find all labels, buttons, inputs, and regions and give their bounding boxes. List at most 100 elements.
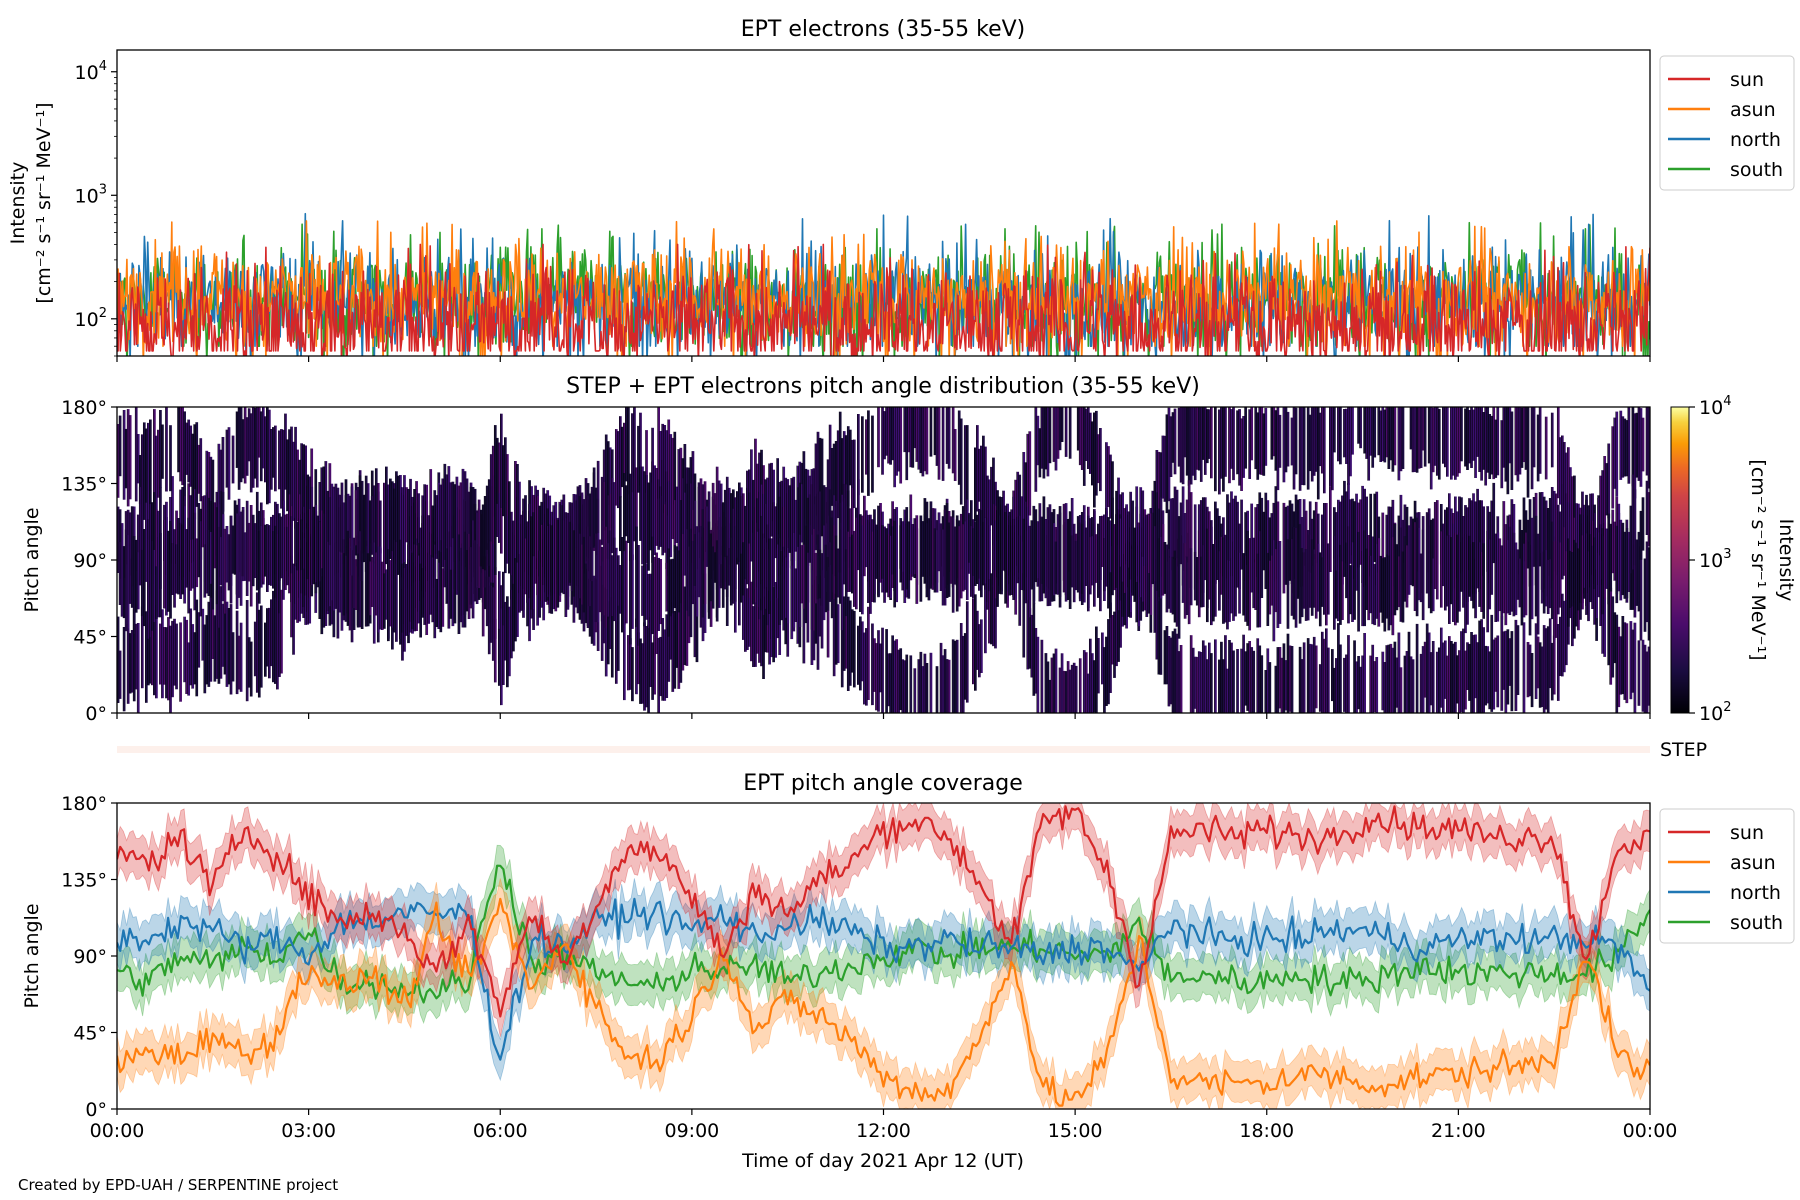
pad-column-asun bbox=[238, 635, 241, 690]
pad-column-south bbox=[439, 552, 443, 633]
pad-column-south bbox=[157, 536, 160, 618]
pad-column-north bbox=[625, 485, 628, 537]
pad-column-north bbox=[1266, 500, 1270, 564]
pad-column-asun bbox=[1502, 631, 1506, 690]
pad-column-sun bbox=[1058, 407, 1062, 451]
pad-column-south bbox=[1537, 533, 1540, 635]
pad-column-sun bbox=[877, 407, 880, 468]
pad-column-south bbox=[399, 539, 402, 640]
pad-column-sun bbox=[191, 433, 195, 498]
pad-column-asun bbox=[1034, 628, 1038, 694]
pad-column-sun bbox=[252, 407, 255, 488]
pad-column-north bbox=[1373, 493, 1377, 563]
pad-column-sun bbox=[282, 429, 285, 514]
pad-column-south bbox=[284, 514, 287, 590]
pad-column-sun bbox=[1524, 407, 1528, 470]
pad-column-asun bbox=[145, 611, 148, 703]
pad-column-south bbox=[1157, 538, 1161, 597]
pad-column-sun bbox=[1492, 407, 1496, 480]
pad-column-south bbox=[901, 521, 905, 572]
pad-column-sun bbox=[1508, 407, 1512, 464]
pad-column-south bbox=[1099, 516, 1102, 612]
pad-column-sun bbox=[1319, 412, 1322, 467]
pad-column-north bbox=[1460, 497, 1463, 574]
pad-column-north bbox=[1349, 499, 1352, 564]
pad-column-south bbox=[820, 553, 824, 606]
pad-column-sun bbox=[1107, 446, 1110, 508]
pad-column-south bbox=[847, 531, 850, 592]
pad-column-north bbox=[619, 496, 622, 552]
pad-column-sun bbox=[754, 438, 757, 540]
pad-column-south bbox=[637, 545, 640, 646]
pad-column-asun bbox=[1405, 651, 1409, 713]
pad-column-asun bbox=[266, 608, 269, 667]
pad-column-asun bbox=[1071, 664, 1074, 713]
pad-column-south bbox=[274, 525, 277, 598]
pad-column-south bbox=[881, 525, 884, 579]
pad-column-asun bbox=[209, 591, 213, 682]
pad-column-south bbox=[825, 544, 828, 613]
pad-column-north bbox=[425, 484, 429, 572]
pad-column-south bbox=[716, 540, 719, 618]
pad-column-south bbox=[449, 569, 453, 619]
pad-column-asun bbox=[1504, 630, 1508, 713]
pad-column-south bbox=[1446, 535, 1449, 607]
pad-column-south bbox=[1389, 537, 1393, 626]
pad-column-south bbox=[137, 552, 140, 610]
pad-column-sun bbox=[217, 443, 221, 512]
pad-column-sun bbox=[1621, 416, 1625, 478]
pad-column-sun bbox=[1611, 426, 1615, 509]
pad-column-south bbox=[597, 533, 600, 623]
pad-column-south bbox=[260, 526, 263, 588]
pad-column-asun bbox=[163, 627, 166, 685]
pad-column-sun bbox=[1238, 409, 1241, 486]
pad-column-north bbox=[423, 484, 427, 539]
pad-column-north bbox=[1184, 513, 1187, 571]
pad-column-north bbox=[1305, 510, 1308, 566]
pad-column-south bbox=[899, 525, 903, 583]
pad-column-south bbox=[655, 552, 658, 654]
pad-column-north bbox=[401, 492, 404, 563]
pad-column-south bbox=[1514, 542, 1518, 616]
pad-column-asun bbox=[627, 635, 630, 691]
pad-column-asun bbox=[1530, 653, 1534, 708]
pad-column-asun bbox=[1180, 645, 1183, 713]
pad-column-asun bbox=[1260, 655, 1264, 713]
pad-column-asun bbox=[1032, 603, 1036, 696]
pad-column-south bbox=[1010, 525, 1013, 595]
pad-column-asun bbox=[175, 623, 178, 690]
pad-column-south bbox=[151, 541, 154, 631]
pad-column-asun bbox=[161, 609, 164, 699]
pad-column-asun bbox=[1065, 671, 1068, 713]
pad-column-north bbox=[754, 507, 757, 603]
pad-column-asun bbox=[891, 635, 894, 713]
pad-column-north bbox=[1518, 519, 1522, 575]
pad-column-asun bbox=[1603, 597, 1607, 657]
pad-column-north bbox=[141, 499, 144, 585]
pad-column-asun bbox=[1395, 657, 1399, 708]
pad-column-sun bbox=[1109, 454, 1112, 519]
y-tick-label: 0° bbox=[85, 703, 107, 725]
pad-column-asun bbox=[1563, 600, 1566, 673]
pad-column-north bbox=[1113, 524, 1116, 591]
pad-column-sun bbox=[921, 407, 925, 477]
pad-column-sun bbox=[1563, 442, 1566, 531]
pad-column-north bbox=[316, 515, 320, 588]
pad-column-sun bbox=[1343, 409, 1346, 458]
pad-column-south bbox=[1565, 551, 1568, 600]
pad-column-sun bbox=[538, 505, 541, 577]
pad-column-sun bbox=[1218, 409, 1221, 495]
pad-column-asun bbox=[1482, 627, 1485, 713]
pad-column-sun bbox=[831, 448, 834, 506]
pad-column-sun bbox=[1369, 407, 1373, 456]
pad-column-asun bbox=[1514, 619, 1518, 711]
pad-column-sun bbox=[1018, 474, 1022, 536]
pad-column-sun bbox=[1365, 407, 1369, 459]
pad-column-south bbox=[816, 534, 820, 600]
pad-column-south bbox=[1486, 530, 1490, 633]
pad-column-asun bbox=[752, 606, 755, 667]
pad-column-asun bbox=[1385, 645, 1389, 713]
pad-column-sun bbox=[631, 413, 634, 499]
pad-column-north bbox=[447, 466, 451, 568]
pad-column-sun bbox=[1456, 407, 1459, 477]
